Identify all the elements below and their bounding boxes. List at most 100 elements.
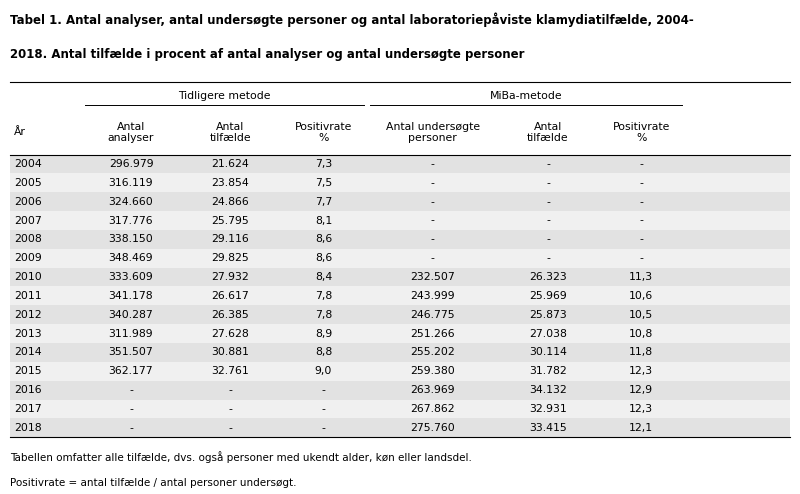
- Text: 2010: 2010: [14, 272, 42, 282]
- Text: 31.782: 31.782: [529, 366, 567, 376]
- Text: Antal
analyser: Antal analyser: [108, 122, 154, 143]
- Text: 7,7: 7,7: [315, 197, 332, 206]
- Text: 21.624: 21.624: [211, 159, 249, 169]
- Text: 12,1: 12,1: [630, 423, 654, 433]
- Text: 29.825: 29.825: [211, 253, 249, 263]
- Text: -: -: [639, 197, 643, 206]
- Text: 12,3: 12,3: [630, 366, 654, 376]
- Text: Tabel 1. Antal analyser, antal undersøgte personer og antal laboratoriepåviste k: Tabel 1. Antal analyser, antal undersøgt…: [10, 12, 694, 27]
- Text: -: -: [228, 404, 232, 414]
- Text: -: -: [322, 423, 326, 433]
- Text: Positivrate = antal tilfælde / antal personer undersøgt.: Positivrate = antal tilfælde / antal per…: [10, 478, 296, 488]
- Text: -: -: [322, 404, 326, 414]
- Text: 33.415: 33.415: [529, 423, 567, 433]
- Text: 338.150: 338.150: [109, 234, 154, 245]
- Text: 251.266: 251.266: [410, 329, 455, 338]
- Text: 8,4: 8,4: [315, 272, 332, 282]
- Text: -: -: [546, 178, 550, 188]
- Text: 340.287: 340.287: [109, 310, 154, 320]
- Text: 275.760: 275.760: [410, 423, 455, 433]
- Text: 259.380: 259.380: [410, 366, 455, 376]
- Text: 2016: 2016: [14, 385, 42, 395]
- Text: -: -: [546, 197, 550, 206]
- Text: 341.178: 341.178: [109, 291, 154, 301]
- Text: 32.931: 32.931: [529, 404, 567, 414]
- Text: 311.989: 311.989: [109, 329, 154, 338]
- Text: -: -: [639, 215, 643, 226]
- Text: -: -: [639, 178, 643, 188]
- Text: 29.116: 29.116: [211, 234, 249, 245]
- Text: MiBa-metode: MiBa-metode: [490, 91, 562, 101]
- Text: -: -: [228, 423, 232, 433]
- Text: 351.507: 351.507: [109, 347, 154, 358]
- Text: 2014: 2014: [14, 347, 42, 358]
- Text: 2007: 2007: [14, 215, 42, 226]
- Text: Antal
tilfælde: Antal tilfælde: [527, 122, 569, 143]
- Text: 26.385: 26.385: [211, 310, 249, 320]
- Text: Tidligere metode: Tidligere metode: [178, 91, 270, 101]
- Text: -: -: [228, 385, 232, 395]
- Text: 2006: 2006: [14, 197, 42, 206]
- Text: 8,9: 8,9: [315, 329, 332, 338]
- Text: Positivrate
%: Positivrate %: [613, 122, 670, 143]
- Text: 11,8: 11,8: [630, 347, 654, 358]
- Text: 26.617: 26.617: [211, 291, 249, 301]
- Text: 7,3: 7,3: [315, 159, 332, 169]
- Text: -: -: [129, 423, 133, 433]
- Text: 263.969: 263.969: [410, 385, 455, 395]
- Text: 11,3: 11,3: [630, 272, 654, 282]
- Text: 7,5: 7,5: [315, 178, 332, 188]
- Text: 2004: 2004: [14, 159, 42, 169]
- Text: 362.177: 362.177: [109, 366, 154, 376]
- Text: 23.854: 23.854: [211, 178, 249, 188]
- Text: 316.119: 316.119: [109, 178, 154, 188]
- Text: -: -: [431, 197, 434, 206]
- Text: -: -: [639, 159, 643, 169]
- Text: 7,8: 7,8: [315, 310, 332, 320]
- Text: -: -: [546, 159, 550, 169]
- Text: 32.761: 32.761: [211, 366, 249, 376]
- Text: 7,8: 7,8: [315, 291, 332, 301]
- Text: 243.999: 243.999: [410, 291, 455, 301]
- Text: Tabellen omfatter alle tilfælde, dvs. også personer med ukendt alder, køn eller : Tabellen omfatter alle tilfælde, dvs. og…: [10, 451, 471, 463]
- Text: 333.609: 333.609: [109, 272, 154, 282]
- Text: 34.132: 34.132: [529, 385, 567, 395]
- Text: -: -: [431, 215, 434, 226]
- Text: -: -: [129, 385, 133, 395]
- Text: -: -: [639, 234, 643, 245]
- Text: 25.873: 25.873: [529, 310, 567, 320]
- Text: 26.323: 26.323: [529, 272, 567, 282]
- Text: 246.775: 246.775: [410, 310, 455, 320]
- Text: -: -: [546, 253, 550, 263]
- Text: 9,0: 9,0: [314, 366, 332, 376]
- Text: 10,8: 10,8: [629, 329, 654, 338]
- Text: 27.628: 27.628: [211, 329, 249, 338]
- Text: 2015: 2015: [14, 366, 42, 376]
- Text: Antal undersøgte
personer: Antal undersøgte personer: [386, 122, 480, 143]
- Text: 2009: 2009: [14, 253, 42, 263]
- Text: 2008: 2008: [14, 234, 42, 245]
- Text: -: -: [431, 178, 434, 188]
- Text: Antal
tilfælde: Antal tilfælde: [210, 122, 251, 143]
- Text: 25.969: 25.969: [529, 291, 567, 301]
- Text: 2017: 2017: [14, 404, 42, 414]
- Text: 232.507: 232.507: [410, 272, 455, 282]
- Text: -: -: [431, 234, 434, 245]
- Text: Positivrate
%: Positivrate %: [294, 122, 352, 143]
- Text: 8,8: 8,8: [315, 347, 332, 358]
- Text: År: År: [14, 127, 26, 137]
- Text: 2012: 2012: [14, 310, 42, 320]
- Text: -: -: [639, 253, 643, 263]
- Text: 348.469: 348.469: [109, 253, 154, 263]
- Text: 2005: 2005: [14, 178, 42, 188]
- Text: 24.866: 24.866: [211, 197, 249, 206]
- Text: 2018. Antal tilfælde i procent af antal analyser og antal undersøgte personer: 2018. Antal tilfælde i procent af antal …: [10, 48, 524, 61]
- Text: 12,9: 12,9: [630, 385, 654, 395]
- Text: 8,1: 8,1: [315, 215, 332, 226]
- Text: 2018: 2018: [14, 423, 42, 433]
- Text: 30.114: 30.114: [529, 347, 567, 358]
- Text: 267.862: 267.862: [410, 404, 455, 414]
- Text: 27.932: 27.932: [211, 272, 249, 282]
- Text: -: -: [546, 234, 550, 245]
- Text: 296.979: 296.979: [109, 159, 154, 169]
